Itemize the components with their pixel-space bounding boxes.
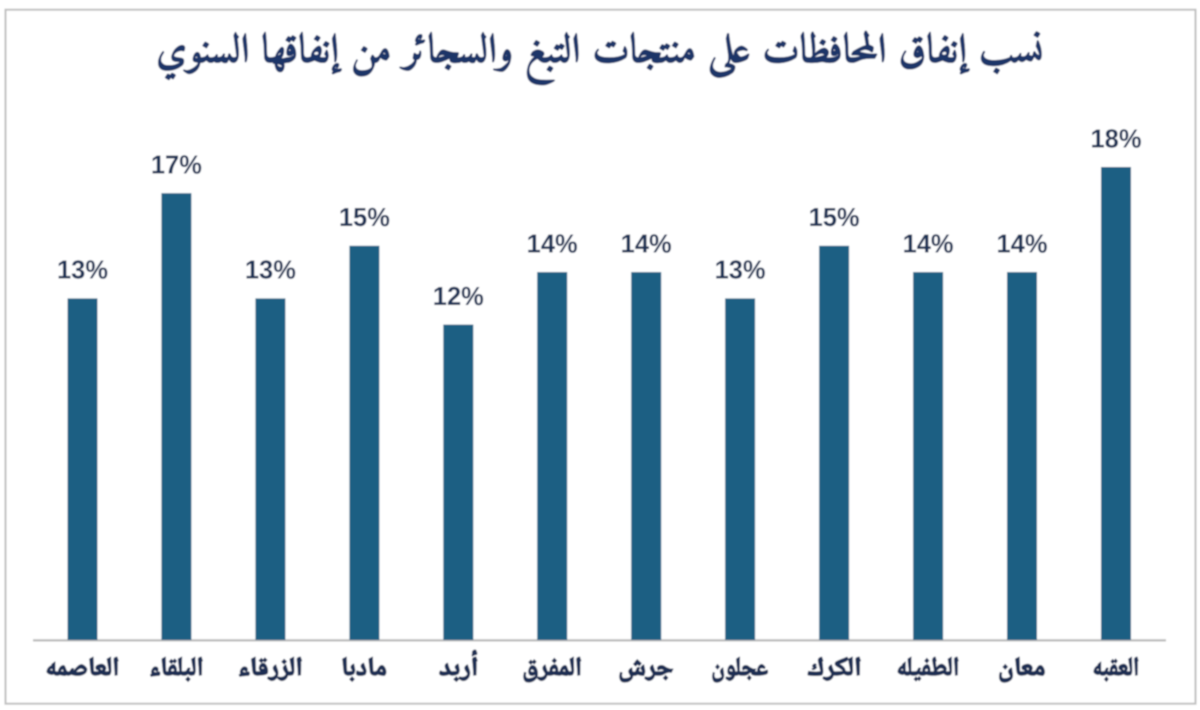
svg-text:15%: 15%	[339, 204, 390, 232]
svg-text:17%: 17%	[151, 152, 202, 180]
svg-text:13%: 13%	[245, 257, 296, 285]
svg-text:14%: 14%	[903, 230, 954, 258]
svg-text:18%: 18%	[1090, 125, 1141, 153]
svg-text:13%: 13%	[57, 257, 108, 285]
svg-text:14%: 14%	[996, 230, 1047, 258]
svg-text:12%: 12%	[433, 283, 484, 311]
svg-text:14%: 14%	[621, 230, 672, 258]
svg-text:13%: 13%	[715, 257, 766, 285]
svg-text:15%: 15%	[809, 204, 860, 232]
svg-text:14%: 14%	[527, 230, 578, 258]
